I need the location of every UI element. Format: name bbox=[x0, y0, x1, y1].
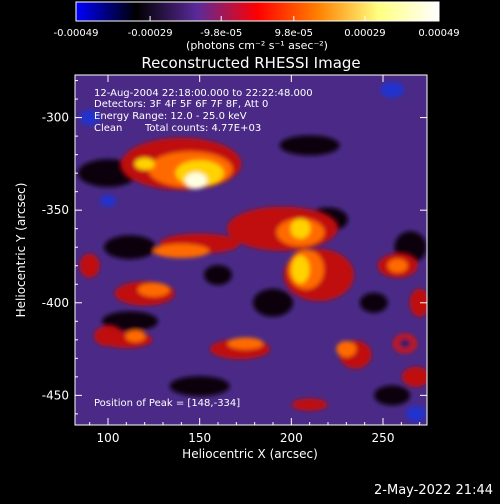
colorbar-tick-label: 9.8e-05 bbox=[275, 28, 313, 39]
colorbar-units: (photons cm⁻² s⁻¹ asec⁻²) bbox=[186, 39, 328, 52]
axis-ticks: 100 150 200 250 -450 -400 -350 -300 bbox=[42, 75, 427, 445]
x-axis-label: Heliocentric X (arcsec) bbox=[182, 447, 318, 461]
emission-red bbox=[291, 398, 328, 411]
x-tick-label: 150 bbox=[188, 431, 211, 445]
x-tick-label: 200 bbox=[280, 431, 303, 445]
chart-title: Reconstructed RHESSI Image bbox=[141, 54, 360, 72]
y-tick-label: -350 bbox=[42, 203, 69, 217]
dark-region bbox=[359, 292, 388, 313]
blue-patch bbox=[79, 109, 100, 126]
emission-red bbox=[402, 366, 427, 387]
dark-region bbox=[104, 235, 156, 260]
emission-yellow bbox=[134, 157, 155, 170]
annotation-block: 12-Aug-2004 22:18:00.000 to 22:22:48.000… bbox=[94, 88, 313, 409]
blue-patch bbox=[380, 81, 405, 98]
emission-red bbox=[94, 326, 122, 347]
dark-region bbox=[253, 288, 293, 317]
blue-patch bbox=[406, 405, 426, 422]
colorbar-tick-label: -9.8e-05 bbox=[200, 28, 242, 39]
colorbar-tick-label: -0.00049 bbox=[54, 28, 99, 39]
footer-timestamp: 2-May-2022 21:44 bbox=[374, 483, 493, 498]
y-axis-label: Heliocentric Y (arcsec) bbox=[14, 183, 28, 318]
colorbar-tick-label: 0.00029 bbox=[344, 28, 385, 39]
emission-yellow bbox=[290, 218, 311, 239]
x-tick-label: 250 bbox=[372, 431, 395, 445]
heatmap-image bbox=[75, 75, 427, 425]
emission-red bbox=[79, 253, 100, 278]
blue-patch bbox=[100, 194, 116, 207]
annotation-counts: Total counts: 4.77E+03 bbox=[144, 123, 261, 134]
dark-region bbox=[374, 385, 411, 406]
dark-region bbox=[279, 135, 340, 156]
y-tick-label: -400 bbox=[42, 296, 69, 310]
emission-orange bbox=[153, 243, 210, 258]
annotation-detectors: Detectors: 3F 4F 5F 6F 7F 8F, Att 0 bbox=[94, 99, 268, 110]
emission-peak bbox=[185, 172, 207, 189]
annotation-clean: Clean bbox=[94, 123, 122, 134]
emission-orange bbox=[387, 258, 408, 273]
emission-ring-center bbox=[399, 338, 411, 349]
emission-orange bbox=[336, 341, 357, 358]
emission-orange bbox=[125, 330, 146, 343]
y-tick-label: -450 bbox=[42, 388, 69, 402]
colorbar-tick-label: -0.00029 bbox=[128, 28, 173, 39]
emission-orange bbox=[227, 337, 264, 350]
plot-frame bbox=[74, 74, 428, 426]
colorbar-tick-label: 0.00049 bbox=[418, 28, 459, 39]
colorbar-ticks: -0.00049 -0.00029 -9.8e-05 9.8e-05 0.00029 0.… bbox=[54, 16, 460, 39]
annotation-energy: Energy Range: 12.0 - 25.0 keV bbox=[94, 111, 247, 122]
colorbar bbox=[75, 1, 440, 22]
emission-yellow bbox=[291, 255, 310, 284]
peak-position-label: Position of Peak = [148,-334] bbox=[94, 398, 240, 409]
dark-region bbox=[102, 311, 158, 332]
dark-region bbox=[169, 376, 230, 397]
y-tick-label: -300 bbox=[42, 111, 69, 125]
emission-red bbox=[409, 288, 427, 317]
heatmap-emission bbox=[78, 81, 427, 422]
emission-orange bbox=[137, 282, 170, 297]
annotation-time: 12-Aug-2004 22:18:00.000 to 22:22:48.000 bbox=[94, 88, 313, 99]
x-tick-label: 100 bbox=[97, 431, 120, 445]
dark-region bbox=[204, 265, 232, 285]
